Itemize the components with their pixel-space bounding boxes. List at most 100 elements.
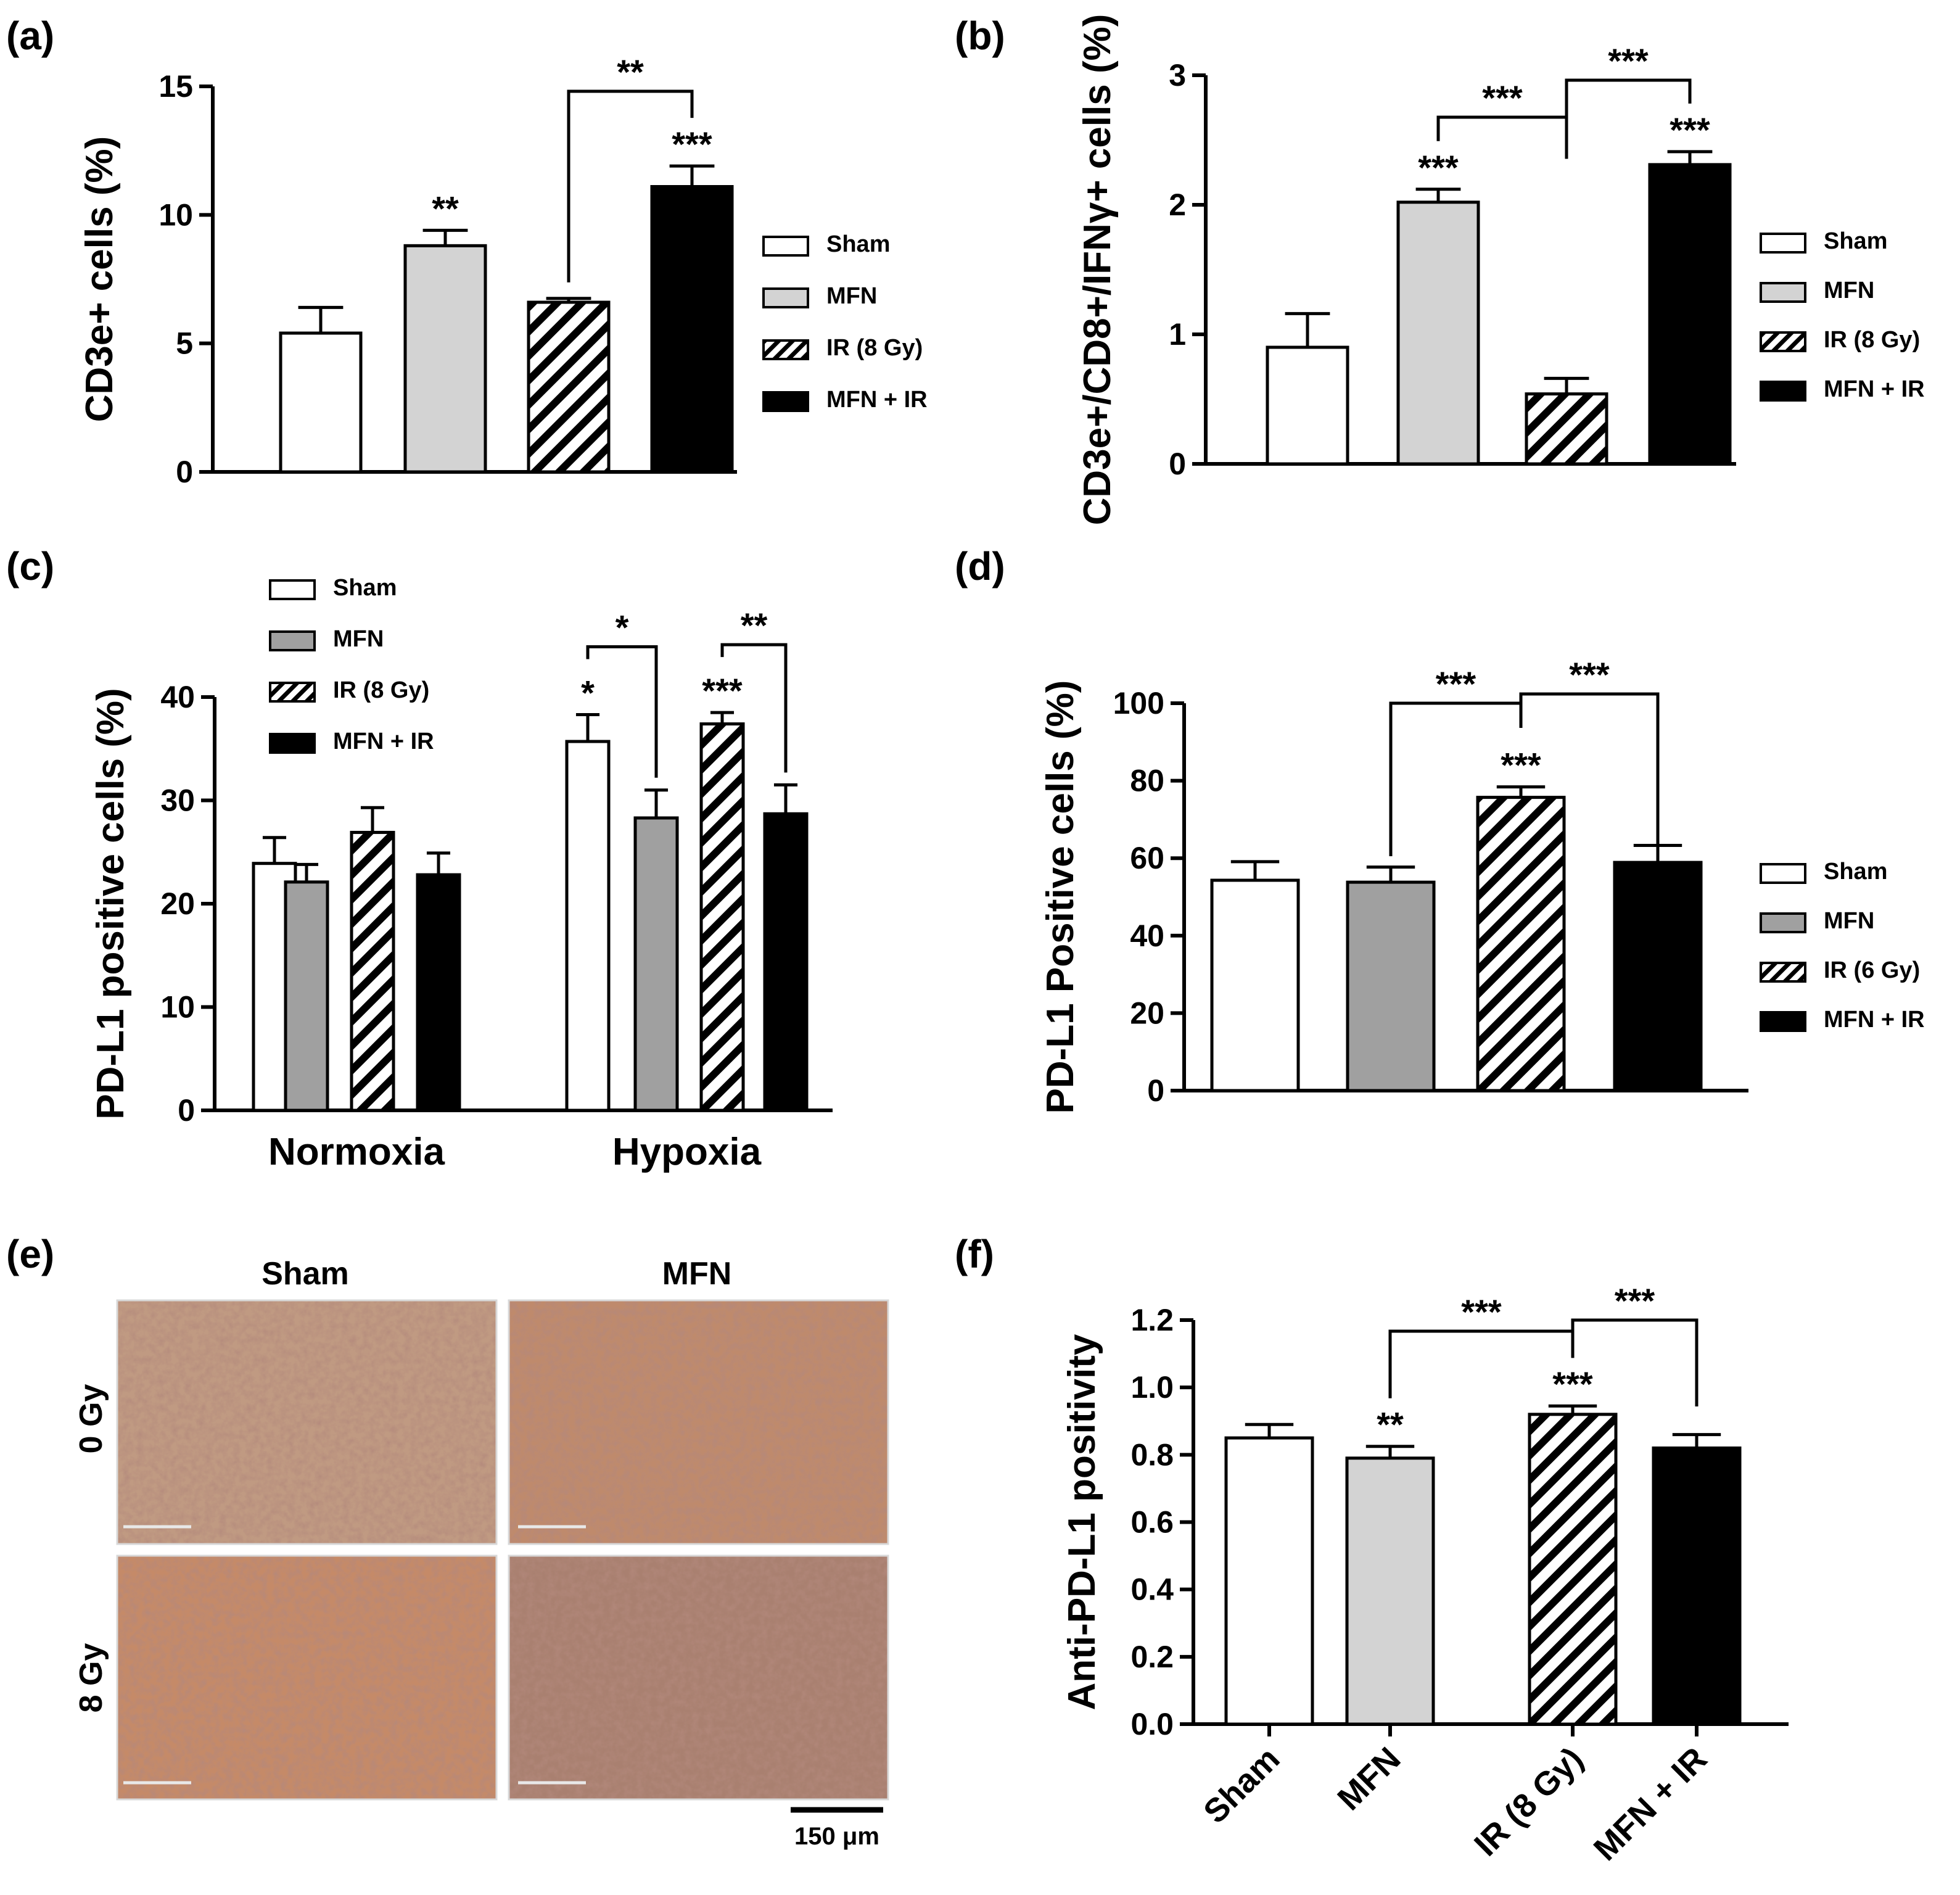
bar bbox=[565, 740, 611, 1112]
y-tick-label: 60 bbox=[1130, 841, 1164, 875]
legend-swatch bbox=[762, 391, 809, 412]
panel-e-label: (e) bbox=[6, 1232, 54, 1276]
x-category-label: Normoxia bbox=[268, 1131, 445, 1173]
panel-e: (e) Sham MFN 0 Gy 8 Gy 150 μm bbox=[6, 1232, 889, 1850]
legend-entry: MFN + IR bbox=[826, 387, 928, 413]
legend-entry: Sham bbox=[333, 575, 397, 601]
panel-f: (f) Anti-PD-L1 positivity 0.0 0.2 0.4 0.6 0.8 1… bbox=[955, 1232, 1789, 1868]
legend-swatch bbox=[1760, 1011, 1806, 1032]
bar bbox=[1613, 861, 1703, 1092]
y-tick-label: 80 bbox=[1130, 764, 1164, 798]
y-tick-label: 0 bbox=[176, 455, 193, 489]
y-tick-label: 0 bbox=[178, 1093, 195, 1128]
significance-label: ** bbox=[432, 189, 459, 228]
y-axis-label: PD-L1 positive cells (%) bbox=[89, 688, 132, 1119]
y-tick-label: 0.2 bbox=[1130, 1640, 1174, 1674]
bar bbox=[763, 812, 809, 1112]
legend-swatch bbox=[269, 630, 316, 651]
bar bbox=[1396, 200, 1480, 466]
micrograph-sham-0gy bbox=[116, 1299, 498, 1545]
significance-bracket bbox=[720, 643, 788, 773]
significance-label: *** bbox=[702, 671, 743, 710]
significance-label: * bbox=[581, 673, 595, 712]
panel-d-label: (d) bbox=[955, 544, 1005, 588]
bar bbox=[1525, 392, 1608, 466]
legend-swatch bbox=[1760, 233, 1806, 254]
legend-swatch bbox=[269, 579, 316, 600]
legend-swatch bbox=[762, 339, 809, 360]
y-tick-label: 0.4 bbox=[1130, 1572, 1174, 1607]
y-tick-label: 30 bbox=[160, 783, 195, 818]
significance-bracket bbox=[567, 89, 694, 283]
significance-label: *** bbox=[1615, 1281, 1655, 1320]
column-header-mfn: MFN bbox=[662, 1256, 732, 1292]
y-tick-label: 0 bbox=[1169, 447, 1186, 481]
bar bbox=[1652, 1446, 1742, 1726]
legend-entry: MFN bbox=[826, 283, 877, 309]
y-axis-label: PD-L1 Positive cells (%) bbox=[1039, 680, 1082, 1114]
panel-d: (d) PD-L1 Positive cells (%) 0 20 40 60 80 100 *… bbox=[955, 544, 1925, 1113]
y-tick-label: 1 bbox=[1169, 317, 1186, 352]
significance-label: *** bbox=[1436, 664, 1476, 703]
x-tick-label: MFN bbox=[1330, 1740, 1407, 1817]
significance-label: ** bbox=[1377, 1405, 1404, 1444]
legend-entry: MFN + IR bbox=[1824, 376, 1925, 402]
panel-b: (b) CD3e+/CD8+/IFNγ+ cells (%) 0 1 2 3 *** *** *… bbox=[955, 14, 1925, 525]
legend-swatch bbox=[1760, 381, 1806, 402]
y-tick-label: 0.0 bbox=[1130, 1707, 1174, 1741]
significance-label: ** bbox=[741, 606, 768, 645]
micrograph-mfn-0gy bbox=[508, 1299, 889, 1545]
bar bbox=[1648, 163, 1732, 466]
legend-entry: MFN + IR bbox=[1824, 1007, 1925, 1033]
panel-c-label: (c) bbox=[6, 544, 54, 588]
x-tick-label: Sham bbox=[1196, 1740, 1287, 1830]
y-tick-label: 40 bbox=[1130, 919, 1164, 953]
y-axis-label: Anti-PD-L1 positivity bbox=[1061, 1334, 1103, 1710]
y-tick-label: 1.0 bbox=[1130, 1370, 1174, 1405]
y-tick-label: 0 bbox=[1147, 1073, 1164, 1108]
bar bbox=[1346, 880, 1436, 1092]
significance-label: * bbox=[616, 608, 629, 646]
y-tick-label: 0.8 bbox=[1130, 1437, 1174, 1472]
legend-entry: Sham bbox=[1824, 228, 1887, 254]
significance-label: *** bbox=[1482, 78, 1523, 117]
legend-entry: IR (8 Gy) bbox=[826, 335, 923, 361]
legend-swatch bbox=[1760, 331, 1806, 352]
legend-entry: MFN bbox=[1824, 278, 1874, 303]
x-category-label: Hypoxia bbox=[612, 1131, 762, 1173]
legend-entry: MFN + IR bbox=[333, 729, 434, 754]
significance-label: *** bbox=[672, 125, 712, 163]
y-tick-label: 10 bbox=[160, 990, 195, 1025]
x-tick-label: IR (8 Gy) bbox=[1467, 1740, 1590, 1863]
legend-swatch bbox=[1760, 912, 1806, 933]
significance-label: ** bbox=[617, 52, 644, 91]
legend-swatch bbox=[1760, 962, 1806, 983]
significance-label: *** bbox=[1608, 41, 1649, 80]
significance-label: *** bbox=[1670, 110, 1710, 149]
scale-bar-label: 150 μm bbox=[794, 1823, 879, 1850]
bar bbox=[650, 185, 734, 474]
bar bbox=[1266, 345, 1349, 466]
panel-b-label: (b) bbox=[955, 14, 1005, 58]
legend-entry: IR (6 Gy) bbox=[1824, 957, 1920, 983]
significance-label: *** bbox=[1461, 1292, 1502, 1331]
bar bbox=[527, 300, 611, 474]
y-tick-label: 1.2 bbox=[1130, 1303, 1174, 1337]
legend-swatch bbox=[1760, 282, 1806, 303]
y-tick-label: 15 bbox=[159, 69, 193, 104]
legend-swatch bbox=[269, 682, 316, 703]
legend-entry: Sham bbox=[826, 231, 890, 257]
bar bbox=[350, 830, 395, 1112]
y-tick-label: 2 bbox=[1169, 188, 1186, 222]
row-label-8gy: 8 Gy bbox=[73, 1643, 109, 1713]
bar bbox=[699, 722, 745, 1112]
y-tick-label: 100 bbox=[1113, 686, 1164, 720]
legend-swatch bbox=[269, 733, 316, 754]
bar bbox=[1528, 1413, 1618, 1726]
bar bbox=[1345, 1456, 1435, 1726]
bar bbox=[279, 331, 363, 474]
significance-label: *** bbox=[1569, 655, 1610, 694]
y-tick-label: 10 bbox=[159, 197, 193, 232]
